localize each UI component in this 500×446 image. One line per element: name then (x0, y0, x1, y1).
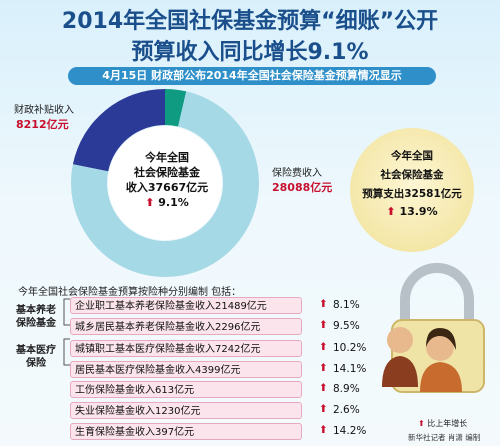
person-right-body (420, 362, 462, 392)
breakdown-row-growth: 14.1% (333, 363, 367, 375)
pension-group-line-2: 保险基金 (16, 318, 56, 329)
source-banner: 4月15日 财政部公布2014年全国社会保险基金预算情况显示 (68, 67, 436, 85)
center-growth-value: 9.1% (158, 196, 189, 209)
breakdown-row-growth: 14.2% (333, 425, 367, 437)
breakdown-row-growth: 2.6% (333, 404, 360, 416)
center-line-1: 今年全国 (145, 151, 189, 164)
donut-slice-fiscal-subsidy (72, 89, 165, 172)
premium-income-label: 保险费收入 (272, 168, 322, 179)
up-arrow-icon: ⬆ (319, 298, 328, 310)
donut-hole (108, 126, 222, 240)
breakdown-row-label: 生育保险基金收入397亿元 (70, 423, 302, 440)
person-right-head (426, 333, 454, 361)
medical-bracket (63, 338, 70, 366)
pension-group-line-1: 基本养老 (16, 305, 56, 316)
premium-income-value: 28088亿元 (272, 181, 333, 194)
breakdown-row-growth: 8.9% (333, 383, 360, 395)
breakdown-row-growth: 8.1% (333, 299, 360, 311)
person-left-head (387, 327, 413, 353)
breakdown-row-label: 工伤保险基金收入613亿元 (70, 381, 302, 398)
medical-group-line-2: 保险 (26, 358, 46, 369)
expenditure-line-1: 今年全国 (391, 150, 433, 162)
pension-bracket (63, 298, 70, 326)
lock-people-illustration (382, 263, 485, 393)
breakdown-row-label: 城乡居民基本养老保险基金收入2296亿元 (70, 318, 302, 335)
lock-shackle (400, 263, 474, 322)
donut-slice-other (165, 89, 187, 127)
up-arrow-icon: ⬆ (319, 341, 328, 353)
legend-label: 比上年增长 (427, 419, 468, 428)
chart-subtitle: 预算收入同比增长9.1% (131, 40, 369, 65)
chart-title: 2014年全国社保基金预算“细账”公开 (61, 9, 439, 34)
up-arrow-icon: ⬆ (386, 205, 396, 218)
medical-group-label: 基本医疗 保险 (10, 344, 62, 370)
donut-center-summary: 今年全国 社会保险基金 收入37667亿元 ⬆ 9.1% (92, 150, 242, 210)
person-left-body (382, 356, 418, 387)
up-arrow-icon: ⬆ (319, 319, 328, 331)
expenditure-line-2: 社会保险基金 (380, 169, 444, 181)
breakdown-row-label: 失业保险基金收入1230亿元 (70, 402, 302, 419)
breakdown-row-growth: 9.5% (333, 320, 360, 332)
pension-group-label: 基本养老 保险基金 (10, 304, 62, 330)
center-growth: ⬆ 9.1% (92, 195, 242, 210)
breakdown-row-label: 城镇职工基本医疗保险基金收入7242亿元 (70, 340, 302, 357)
person-right-hair (426, 328, 456, 350)
medical-group-line-1: 基本医疗 (16, 345, 56, 356)
breakdown-row-label: 居民基本医疗保险基金收入4399亿元 (70, 361, 302, 378)
center-line-2: 社会保险基金 (134, 166, 200, 179)
fiscal-subsidy-value: 8212亿元 (16, 118, 69, 131)
expenditure-growth: ⬆ 13.9% (350, 205, 474, 218)
center-line-3: 收入37667亿元 (125, 181, 209, 194)
up-arrow-icon: ⬆ (319, 382, 328, 394)
up-arrow-icon: ⬆ (145, 196, 155, 209)
up-arrow-icon: ⬆ (319, 424, 328, 436)
income-donut-chart (70, 89, 259, 278)
expenditure-growth-value: 13.9% (399, 205, 438, 218)
fiscal-subsidy-label: 财政补贴收入 (14, 105, 74, 116)
breakdown-row-growth: 10.2% (333, 342, 367, 354)
breakdown-row-label: 企业职工基本养老保险基金收入21489亿元 (70, 297, 302, 314)
credit-text: 新华社记者 肖潇 编制 (408, 433, 481, 442)
up-arrow-icon: ⬆ (319, 362, 328, 374)
up-arrow-icon: ⬆ (418, 419, 425, 428)
up-arrow-icon: ⬆ (319, 403, 328, 415)
expenditure-circle: 今年全国 社会保险基金 预算支出32581亿元 ⬆ 13.9% (350, 128, 474, 252)
breakdown-intro: 今年全国社会保险基金预算按险种分别编制 包括： (18, 287, 242, 298)
group-brackets (63, 298, 70, 366)
legend: ⬆ 比上年增长 (418, 418, 498, 429)
donut-slice-premium (70, 91, 259, 278)
expenditure-line-3: 预算支出32581亿元 (362, 188, 462, 200)
